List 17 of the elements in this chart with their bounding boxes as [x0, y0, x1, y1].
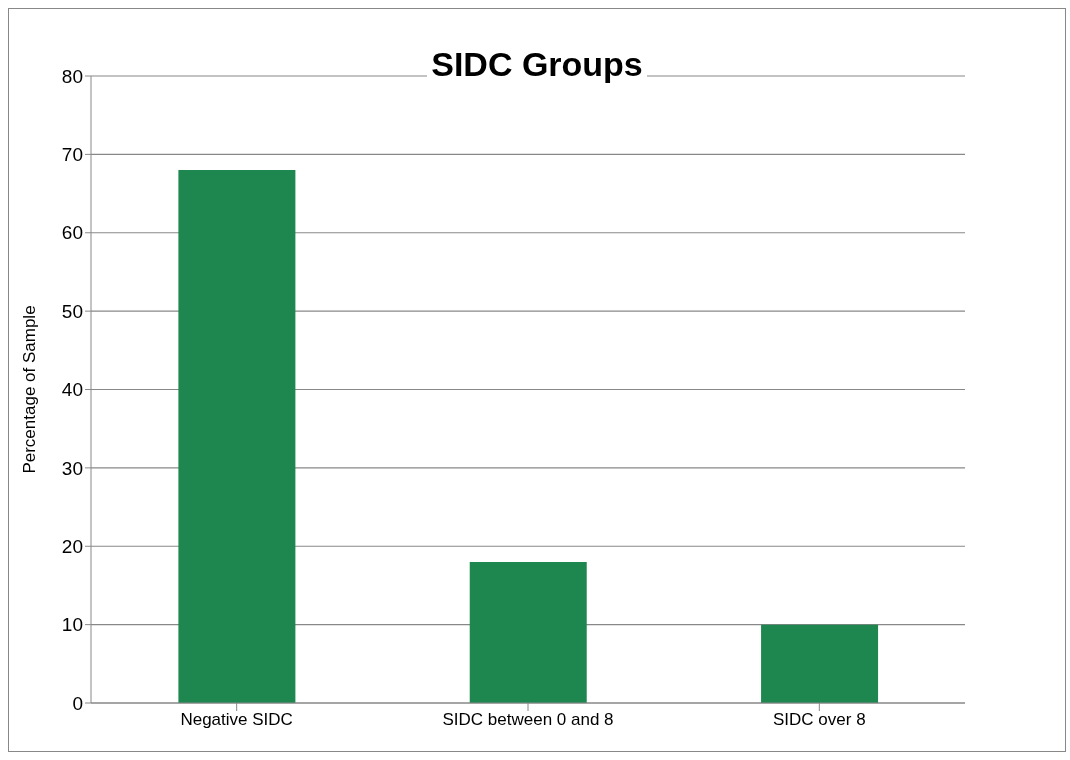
y-tick-label: 20: [61, 535, 83, 557]
y-tick-label: 40: [61, 379, 83, 401]
y-tick-label: 10: [61, 614, 83, 636]
y-axis-title: Percentage of Sample: [20, 305, 40, 474]
x-tick-label: Negative SIDC: [180, 710, 293, 730]
y-tick-label: 80: [61, 65, 83, 87]
y-tick-label: 50: [61, 300, 83, 322]
bar: [761, 624, 879, 703]
bar: [178, 170, 296, 703]
chart-title: SIDC Groups: [427, 45, 647, 83]
y-tick-label: 70: [61, 144, 83, 166]
bar: [469, 561, 587, 703]
x-tick-label: SIDC between 0 and 8: [442, 710, 614, 730]
y-tick-label: 60: [61, 222, 83, 244]
y-tick-label: 30: [61, 457, 83, 479]
x-tick-label: SIDC over 8: [773, 710, 866, 730]
y-tick-label: 0: [72, 692, 83, 714]
